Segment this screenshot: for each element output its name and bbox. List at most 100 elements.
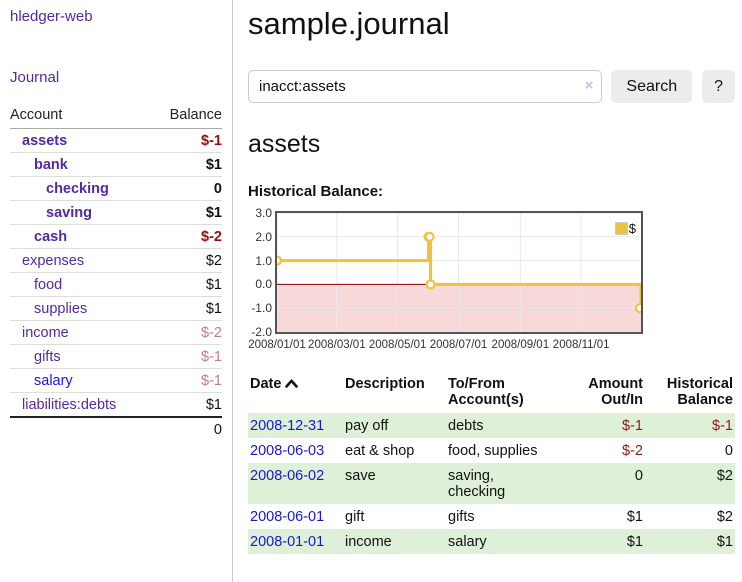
transaction-accounts: gifts <box>448 508 475 525</box>
account-heading: assets <box>248 130 321 158</box>
account-link-bank[interactable]: bank <box>34 156 68 173</box>
transaction-description: income <box>345 533 392 550</box>
transaction-description: pay off <box>345 417 389 434</box>
account-row: checking 0 <box>10 176 222 201</box>
register-col-date[interactable]: Date <box>248 373 345 413</box>
transaction-amount: $1 <box>626 508 643 525</box>
transaction-date-link[interactable]: 2008-12-31 <box>250 417 325 434</box>
account-row: food $1 <box>10 272 222 297</box>
account-link-checking[interactable]: checking <box>46 180 109 197</box>
register-row: 2008-06-03 eat & shop food, supplies $-2… <box>248 438 735 463</box>
transaction-description: save <box>345 467 376 484</box>
transaction-balance: $1 <box>716 533 733 550</box>
chart-legend: $ <box>614 221 636 236</box>
transaction-accounts: food, supplies <box>448 442 538 459</box>
brand-link[interactable]: hledger-web <box>10 8 93 25</box>
account-balance: $1 <box>152 296 222 321</box>
account-balance: $-1 <box>152 344 222 369</box>
account-balance: $-2 <box>152 224 222 249</box>
register-row: 2008-01-01 income salary $1 $1 <box>248 529 735 554</box>
clear-search-icon[interactable]: × <box>584 77 594 94</box>
x-axis-tick-label: 2008/03/01 <box>308 339 366 351</box>
account-row: income $-2 <box>10 320 222 345</box>
y-axis-tick-label: 1.0 <box>255 253 272 268</box>
chart-plot-area: $ <box>275 211 643 334</box>
account-row: bank $1 <box>10 152 222 177</box>
y-axis-tick-label: 2.0 <box>255 229 272 244</box>
transaction-date-link[interactable]: 2008-01-01 <box>250 533 325 550</box>
account-link-salary[interactable]: salary <box>34 372 73 389</box>
register-col-accounts: To/From Account(s) <box>448 376 524 408</box>
transaction-accounts: debts <box>448 417 484 434</box>
transaction-amount: $-2 <box>622 442 643 459</box>
account-link-gifts[interactable]: gifts <box>34 348 61 365</box>
account-link-assets[interactable]: assets <box>22 132 68 149</box>
historical-balance-chart: $ 3.0 2.0 1.0 0.0 -1.0 -2.0 2008/01/01 2008/03/… <box>248 206 735 359</box>
account-balance: $-1 <box>152 128 222 153</box>
account-balance: $1 <box>152 272 222 297</box>
search-form: × Search ? <box>248 70 735 103</box>
main-content: sample.journal × Search ? assets Histori… <box>248 0 735 554</box>
sidebar-item-journal[interactable]: Journal <box>10 69 60 86</box>
account-row: salary $-1 <box>10 368 222 393</box>
account-row: liabilities:debts $1 <box>10 393 222 418</box>
transaction-description: gift <box>345 508 365 525</box>
register-col-balance: Historical Balance <box>666 376 733 408</box>
transaction-description: eat & shop <box>345 442 415 459</box>
register-col-amount: Amount Out/In <box>588 376 643 408</box>
x-axis-tick-label: 2008/05/01 <box>368 339 427 351</box>
transaction-date-link[interactable]: 2008-06-01 <box>250 508 325 525</box>
register-row: 2008-06-01 gift gifts $1 $2 <box>248 504 735 529</box>
account-link-income[interactable]: income <box>22 324 69 341</box>
transaction-amount: $1 <box>626 533 643 550</box>
transaction-amount: $-1 <box>622 417 643 434</box>
register-row: 2008-06-02 save saving, checking 0 $2 <box>248 463 735 504</box>
account-row: expenses $2 <box>10 248 222 273</box>
account-link-cash[interactable]: cash <box>34 228 68 245</box>
x-axis-tick-label: 2008/07/01 <box>429 339 488 351</box>
page-title: sample.journal <box>248 6 450 41</box>
register-col-description: Description <box>345 376 425 392</box>
account-balance: 0 <box>152 176 222 201</box>
account-link-supplies[interactable]: supplies <box>34 300 88 317</box>
transaction-balance: 0 <box>724 442 733 459</box>
accounts-col-account: Account <box>10 104 152 129</box>
account-link-expenses[interactable]: expenses <box>22 252 85 269</box>
transaction-balance: $-1 <box>712 417 733 434</box>
account-balance: $2 <box>152 248 222 273</box>
sidebar: hledger-web Journal Account Balance asse… <box>0 0 233 582</box>
x-axis-tick-label: 2008/01/01 <box>248 339 306 351</box>
transaction-accounts: saving, checking <box>448 467 506 500</box>
transaction-date-link[interactable]: 2008-06-02 <box>250 467 325 484</box>
accounts-total: 0 <box>152 416 222 441</box>
y-axis-tick-label: -1.0 <box>251 301 272 316</box>
transaction-amount: 0 <box>634 467 643 484</box>
account-balance: $1 <box>152 200 222 225</box>
account-row: saving $1 <box>10 200 222 225</box>
account-row: gifts $-1 <box>10 344 222 369</box>
transaction-date-link[interactable]: 2008-06-03 <box>250 442 325 459</box>
search-button[interactable]: Search <box>611 70 693 103</box>
y-axis-tick-label: -2.0 <box>251 325 272 339</box>
account-row: supplies $1 <box>10 296 222 321</box>
help-button[interactable]: ? <box>702 70 735 103</box>
accounts-total-row: 0 <box>10 416 222 441</box>
account-balance: $-2 <box>152 320 222 345</box>
transaction-balance: $2 <box>716 508 733 525</box>
search-input[interactable] <box>248 70 603 103</box>
sort-asc-icon <box>285 376 299 392</box>
accounts-table: Account Balance assets $-1 bank $1 check… <box>10 104 222 441</box>
x-axis-tick-label: 2008/11/01 <box>552 339 610 351</box>
account-balance: $1 <box>152 152 222 177</box>
legend-swatch-icon <box>614 222 628 235</box>
x-axis-tick-label: 2008/09/01 <box>491 339 550 351</box>
legend-label: $ <box>628 221 636 236</box>
register-row: 2008-12-31 pay off debts $-1 $-1 <box>248 413 735 438</box>
y-axis-tick-label: 3.0 <box>255 206 272 220</box>
account-link-liabilities-debts[interactable]: liabilities:debts <box>22 396 117 413</box>
account-balance: $-1 <box>152 368 222 393</box>
transaction-balance: $2 <box>716 467 733 484</box>
account-link-saving[interactable]: saving <box>46 204 92 221</box>
account-link-food[interactable]: food <box>34 276 63 293</box>
register-table: Date Description To/From Account(s) Amou… <box>248 373 735 554</box>
